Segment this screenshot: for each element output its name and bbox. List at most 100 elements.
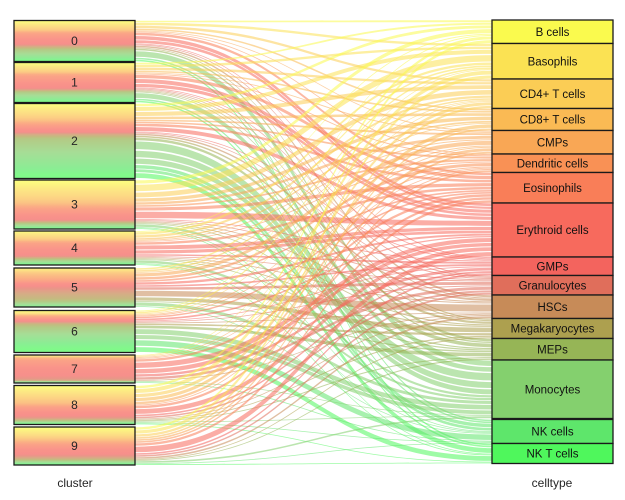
flow-ribbon [135,314,492,420]
flow-ribbon [135,32,492,176]
flow-ribbon [135,62,492,235]
flow-ribbon [135,122,492,273]
flow-ribbon [135,25,492,107]
flow-ribbon [135,358,492,461]
flow-ribbon [135,73,492,157]
flow-ribbon [135,83,492,216]
celltype-node [491,359,614,420]
flow-ribbon [135,187,492,245]
flow-ribbon [135,337,492,460]
flow-ribbon [135,301,492,353]
flow-ribbon [135,102,492,398]
celltype-label: CD8+ T cells [520,115,586,127]
flow-ribbon [135,75,492,434]
celltype-label: Dendritic cells [517,158,589,170]
flow-ribbon [135,415,492,423]
celltype-label: Megakaryocytes [511,324,595,336]
flow-ribbon [135,140,492,277]
cluster-node [13,61,136,104]
flow-ribbon [135,316,492,459]
flow-ribbon [135,85,492,116]
celltype-label: NK cells [531,427,573,439]
flow-ribbon [135,256,492,282]
celltype-node [491,442,614,465]
flow-ribbon [135,98,492,272]
celltype-label: Eosinophils [523,183,582,195]
flow-ribbon [135,146,492,358]
flow-ribbon [135,141,492,381]
cluster-label: 4 [71,241,78,255]
flow-ribbon [135,281,492,290]
flow-ribbon [135,90,492,198]
left-axis-label: cluster [57,476,93,490]
cluster-label: 3 [71,198,78,212]
flow-ribbon [135,266,492,322]
flow-ribbon [135,67,492,85]
cluster-node [13,230,136,266]
flow-ribbon [135,416,492,463]
flow-ribbon [135,247,492,414]
flow-ribbon [135,95,492,238]
cluster-label: 8 [71,398,78,412]
flow-ribbon [135,116,492,202]
right-axis-label: celltype [531,476,573,490]
flow-ribbon [135,28,492,111]
flow-ribbon [135,34,492,312]
flow-ribbon [135,168,492,406]
flow-ribbon [135,357,492,422]
flow-ribbon [135,170,492,443]
cluster-label: 1 [71,76,78,90]
flow-ribbon [135,422,492,443]
flow-ribbon [135,65,492,270]
cluster-label: 0 [71,34,78,48]
flow-ribbon [135,120,492,240]
flow-ribbon [135,233,492,285]
flow-ribbon [135,25,492,82]
flow-ribbon [135,230,492,254]
flow-ribbon [135,48,492,342]
cluster-node [13,102,136,180]
flow-ribbon [135,263,492,433]
flow-ribbon [135,36,492,389]
flow-ribbon [135,258,492,327]
flow-ribbon [135,273,492,455]
flow-ribbon [135,347,492,461]
celltype-label: CMPs [537,137,569,149]
flow-ribbon [135,20,492,23]
flow-ribbon [135,132,492,280]
flow-ribbon [135,159,492,207]
cluster-node [13,354,136,384]
cluster-label: 7 [71,362,78,376]
flow-ribbon [135,135,492,205]
flow-ribbon [135,67,492,314]
cluster-label: 5 [71,281,78,295]
flow-ribbon [135,29,492,184]
flow-ribbon [135,243,492,374]
flow-ribbon [135,325,492,357]
cluster-label: 2 [71,134,78,148]
flow-ribbon [135,105,492,437]
flow-ribbon [135,382,492,442]
cluster-node [13,426,136,466]
flow-ribbon [135,49,492,111]
flow-ribbon [135,31,492,156]
flow-ribbon [135,123,492,183]
cluster-node [13,19,136,63]
flow-ribbon [135,219,492,262]
flow-ribbon [135,271,492,417]
celltype-node [491,202,614,258]
flow-ribbon [135,200,492,446]
flow-ribbon [135,121,492,159]
celltype-label: MEPs [537,344,568,356]
flow-ribbon [135,161,492,242]
flow-ribbon [135,312,492,324]
celltype-label: NK T cells [527,449,579,461]
flow-ribbon [135,124,492,402]
flow-ribbon [135,70,492,394]
cluster-node [13,267,136,308]
flow-ribbon [135,22,492,65]
flow-ribbon [135,264,492,456]
celltype-label: GMPs [537,261,569,273]
flow-ribbon [135,70,492,113]
